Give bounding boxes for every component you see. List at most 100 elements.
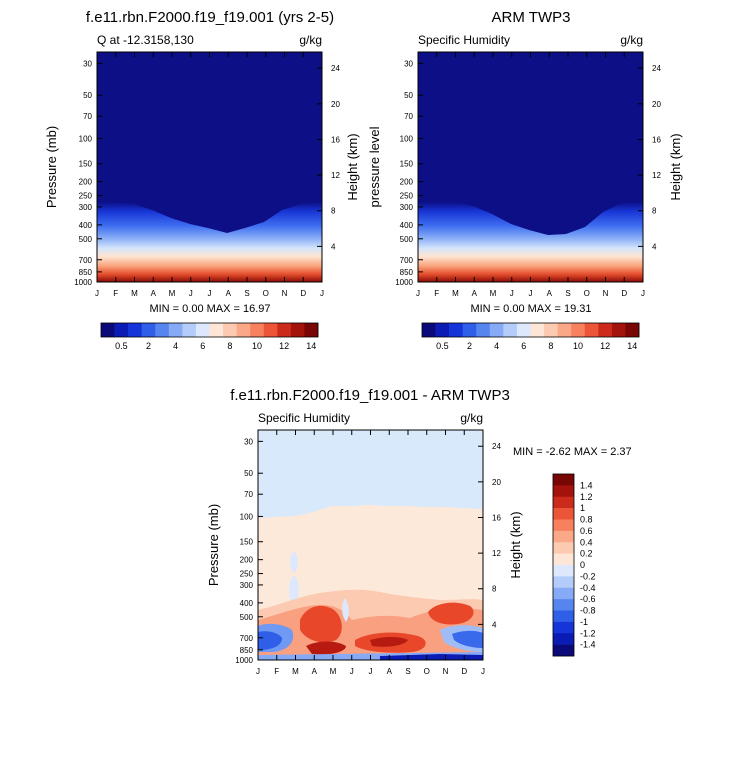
pressure-tick-label: 100	[79, 134, 93, 143]
pressure-tick-label: 1000	[235, 656, 253, 665]
panel-subtitle-left: Specific Humidity	[418, 33, 510, 47]
colorbar-label: 14	[306, 341, 316, 351]
y-axis-label-left: Pressure (mb)	[206, 504, 221, 586]
height-tick-label: 4	[492, 620, 497, 629]
pressure-tick-label: 700	[79, 256, 93, 265]
height-tick-label: 8	[331, 207, 336, 216]
height-tick-label: 12	[331, 171, 340, 180]
y-axis-label-left: Pressure (mb)	[44, 126, 59, 208]
month-tick-label: J	[350, 667, 354, 676]
month-tick-label: N	[282, 289, 288, 298]
colorbar-label: -0.6	[580, 594, 596, 604]
colorbar-label: 4	[173, 341, 178, 351]
pressure-tick-label: 250	[79, 192, 93, 201]
pressure-tick-label: 1000	[395, 278, 413, 287]
y-axis-label-left: pressure level	[367, 126, 382, 207]
panel-subtitle-right: g/kg	[299, 33, 322, 47]
pressure-tick-label: 500	[240, 613, 254, 622]
colorbar-swatch	[503, 323, 518, 337]
colorbar-label: -0.8	[580, 606, 596, 616]
month-tick-label: M	[330, 667, 337, 676]
colorbar-swatch	[553, 576, 574, 589]
colorbar-swatch	[304, 323, 319, 337]
pressure-tick-label: 100	[240, 512, 254, 521]
month-tick-label: D	[300, 289, 306, 298]
colorbar-swatch	[553, 474, 574, 486]
height-tick-label: 12	[652, 171, 661, 180]
colorbar-swatch	[114, 323, 129, 337]
negative-region	[380, 654, 483, 660]
pressure-tick-label: 150	[79, 160, 93, 169]
colorbar-swatch	[236, 323, 251, 337]
colorbar-label: 1.4	[580, 480, 593, 490]
colorbar-swatch	[553, 530, 574, 543]
colorbar-swatch	[611, 323, 626, 337]
height-axis: 4 8 12 16 20 24	[317, 64, 340, 251]
colorbar-swatch	[553, 599, 574, 611]
pressure-tick-label: 300	[79, 203, 93, 212]
height-tick-label: 24	[492, 442, 501, 451]
panel-title: f.e11.rbn.F2000.f19_f19.001 - ARM TWP3	[230, 387, 510, 404]
negative-blob	[290, 552, 298, 572]
month-tick-label: J	[481, 667, 485, 676]
pressure-tick-label: 250	[240, 570, 254, 579]
panel-subtitle-left: Specific Humidity	[258, 411, 350, 425]
pressure-tick-label: 70	[404, 112, 413, 121]
month-tick-label: A	[387, 667, 393, 676]
colorbar-swatch	[223, 323, 237, 337]
month-tick-label: S	[565, 289, 570, 298]
colorbar-swatch	[182, 323, 197, 337]
colorbar-label: 8	[227, 341, 232, 351]
positive-core	[428, 602, 474, 625]
height-tick-label: 20	[331, 100, 340, 109]
colorbar-swatch	[209, 323, 224, 337]
colorbar-swatch	[101, 323, 115, 337]
pressure-tick-label: 1000	[74, 278, 92, 287]
month-tick-label: M	[169, 289, 176, 298]
pressure-tick-label: 250	[400, 192, 414, 201]
colorbar-swatch	[462, 323, 477, 337]
height-tick-label: 4	[652, 242, 657, 251]
colorbar-swatch	[553, 587, 574, 600]
month-tick-label: O	[584, 289, 590, 298]
height-tick-label: 8	[492, 585, 497, 594]
month-tick-label: A	[226, 289, 232, 298]
colorbar-frame	[100, 322, 319, 338]
colorbar-swatch	[598, 323, 613, 337]
colorbar-label: 0.4	[580, 537, 593, 547]
colorbar-swatch	[155, 323, 170, 337]
pressure-tick-label: 300	[240, 581, 254, 590]
positive-core	[306, 641, 346, 655]
colorbar-horizontal: 0.5 2 4 6 8 10 12 14	[100, 322, 319, 351]
month-tick-label: J	[320, 289, 324, 298]
colorbar-label: 4	[494, 341, 499, 351]
colorbar-label: 0.6	[580, 526, 593, 536]
pressure-tick-label: 700	[240, 634, 254, 643]
pressure-tick-label: 300	[400, 203, 414, 212]
panel-subtitle-left: Q at -12.3158,130	[97, 33, 194, 47]
height-axis: 4 8 12 16 20 24	[478, 442, 501, 629]
colorbar-swatch	[516, 323, 531, 337]
pressure-tick-label: 500	[79, 235, 93, 244]
month-tick-label: J	[208, 289, 212, 298]
pressure-tick-label: 400	[400, 221, 414, 230]
month-tick-label: O	[263, 289, 269, 298]
colorbar-swatch	[553, 565, 574, 577]
month-tick-label: J	[189, 289, 193, 298]
colorbar-swatch	[553, 496, 574, 509]
month-tick-label: J	[256, 667, 260, 676]
colorbar-swatch	[553, 633, 574, 645]
colorbar-label: -0.4	[580, 583, 596, 593]
colorbar-label: 2	[467, 341, 472, 351]
month-tick-label: J	[641, 289, 645, 298]
month-tick-label: M	[292, 667, 299, 676]
pressure-tick-label: 50	[404, 91, 413, 100]
height-tick-label: 16	[652, 135, 661, 144]
pressure-tick-label: 700	[400, 256, 414, 265]
height-tick-label: 24	[652, 64, 661, 73]
month-tick-label: F	[113, 289, 118, 298]
pressure-tick-label: 50	[244, 469, 253, 478]
